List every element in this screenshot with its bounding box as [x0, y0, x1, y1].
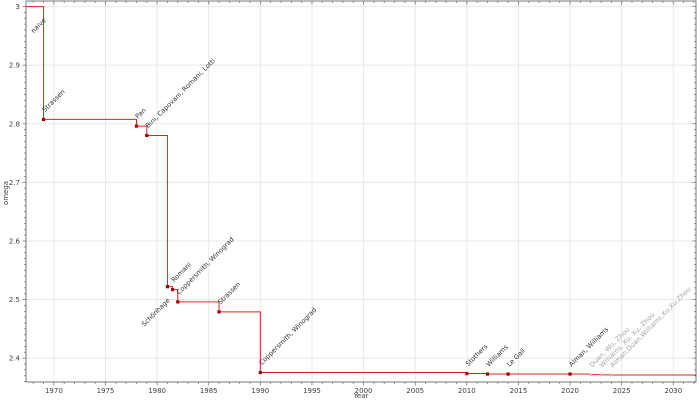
- data-point-marker: [41, 117, 46, 122]
- data-point-marker: [134, 124, 139, 128]
- point-label: Strassen: [216, 280, 242, 306]
- point-label-text: Pan: [134, 106, 148, 120]
- point-label: Pan: [134, 106, 148, 120]
- data-point-marker: [465, 371, 469, 376]
- y-tick-label: 2.9: [9, 62, 20, 70]
- x-axis-label: Year: [353, 392, 369, 400]
- y-tick-label: 2.5: [9, 296, 20, 304]
- x-tick-label: 2025: [613, 387, 631, 395]
- x-tick-label: 1970: [45, 387, 63, 395]
- x-tick-label: 2005: [406, 387, 424, 395]
- x-tick-label: 2010: [458, 387, 476, 395]
- data-point-marker: [217, 310, 221, 314]
- point-label: Bini, Capovani, Romani, Lotti: [144, 57, 217, 130]
- point-label: Schönhage: [140, 297, 172, 329]
- x-tick-label: 1980: [148, 387, 166, 395]
- x-tick-label: 2030: [664, 387, 682, 395]
- omega-step-line: [26, 6, 696, 376]
- x-tick-label: 1990: [251, 387, 269, 395]
- axes-layer: 1970 1975 1980 1985 1990 1995 2000 2005 2010 2015…: [9, 0, 697, 395]
- data-point-marker: [568, 372, 572, 376]
- x-tick-label: 1995: [303, 387, 321, 395]
- series-layer: [26, 6, 696, 377]
- data-point-marker: [145, 133, 149, 138]
- x-tick-label: 2000: [355, 387, 373, 395]
- y-tick-label: 2.8: [9, 120, 20, 128]
- y-tick-label: 2.4: [9, 355, 21, 363]
- point-label-text: Strassen: [216, 280, 242, 306]
- plot-border: [25, 0, 697, 383]
- point-label-text: naive: [29, 16, 47, 34]
- x-tick-label: 1985: [200, 387, 218, 395]
- data-point-marker: [599, 373, 603, 377]
- y-tick-label: 2.7: [9, 179, 20, 187]
- grid-layer: [26, 1, 696, 382]
- point-label-text: Alman,Duan,Williams,Xu,Xu,Zhou: [609, 285, 693, 369]
- data-point-marker: [610, 373, 613, 377]
- data-point-marker: [506, 372, 510, 376]
- point-label-text: Bini, Capovani, Romani, Lotti: [144, 57, 217, 130]
- x-tick-label: 1975: [97, 387, 115, 395]
- point-label: Williams, Xu, Xu, Zhou: [598, 311, 656, 369]
- data-point-marker: [165, 285, 170, 289]
- data-point-marker: [589, 373, 592, 376]
- y-tick-label: 2.6: [9, 237, 21, 245]
- data-point-marker: [170, 287, 175, 292]
- x-tick-label: 2015: [510, 387, 528, 395]
- data-point-marker: [176, 300, 180, 304]
- point-label-naive: naive: [29, 16, 47, 34]
- point-label-text: Williams, Xu, Xu, Zhou: [598, 311, 656, 369]
- x-tick-label: 2020: [561, 387, 579, 395]
- y-axis-label: omega: [2, 181, 10, 205]
- data-point-marker: [258, 370, 262, 375]
- y-tick-label: 3: [16, 3, 20, 11]
- point-label-text: Schönhage: [140, 297, 172, 329]
- point-label: Alman,Duan,Williams,Xu,Xu,Zhou: [609, 285, 693, 369]
- data-point-marker: [485, 372, 490, 376]
